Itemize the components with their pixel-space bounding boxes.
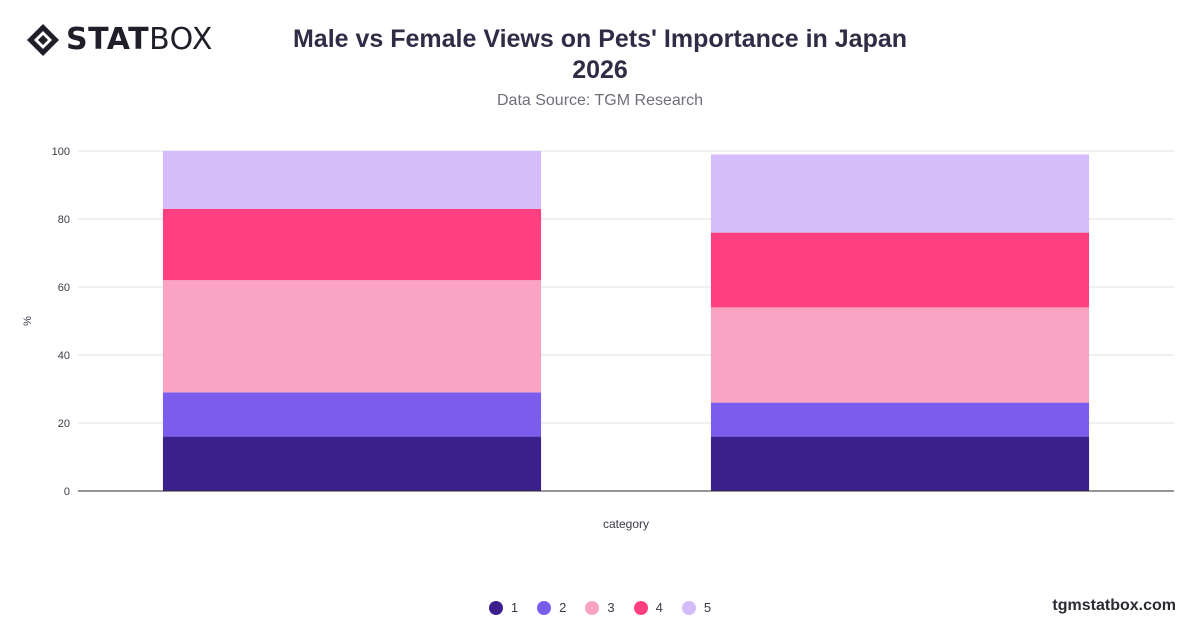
bar-segment-series-1 xyxy=(710,436,1090,491)
statbox-logo: STATBOX xyxy=(26,22,213,58)
y-tick-label: 40 xyxy=(58,350,70,362)
legend-swatch xyxy=(537,600,552,615)
y-tick-label: 100 xyxy=(52,146,70,158)
legend-label: 5 xyxy=(703,600,712,615)
legend-item-3[interactable]: 3 xyxy=(585,600,615,615)
y-tick-label: 0 xyxy=(64,486,70,498)
website-link[interactable]: tgmstatbox.com xyxy=(1052,597,1176,614)
y-axis-label: % xyxy=(22,316,34,326)
legend-item-1[interactable]: 1 xyxy=(488,600,519,615)
chart-subtitle: Data Source: TGM Research xyxy=(496,92,703,109)
legend-item-4[interactable]: 4 xyxy=(633,600,663,615)
bar-segment-series-4 xyxy=(162,208,542,281)
legend-item-5[interactable]: 5 xyxy=(681,600,712,615)
bar-segment-series-1 xyxy=(162,436,542,491)
legend-label: 4 xyxy=(655,600,663,615)
chart-title: Male vs Female Views on Pets' Importance… xyxy=(250,24,950,86)
bar-segment-series-2 xyxy=(162,392,542,437)
legend-swatch xyxy=(681,600,696,615)
chart-legend: 1 2 3 4 5 xyxy=(0,600,1200,615)
bar-segment-series-2 xyxy=(710,402,1090,437)
y-tick-label: 80 xyxy=(58,214,70,226)
logo-box: BOX xyxy=(149,22,213,57)
logo-wordmark: STATBOX xyxy=(66,22,213,58)
legend-label: 3 xyxy=(607,600,615,615)
y-tick-label: 20 xyxy=(58,418,70,430)
legend-swatch xyxy=(585,600,600,615)
statbox-logo-icon xyxy=(27,24,59,56)
bar-segment-series-3 xyxy=(710,307,1090,403)
legend-swatch xyxy=(633,600,648,615)
bar-segment-series-5 xyxy=(162,151,542,209)
logo-stat: STAT xyxy=(66,22,150,57)
y-tick-label: 60 xyxy=(58,282,70,294)
bar-segment-series-3 xyxy=(162,280,542,393)
legend-swatch xyxy=(488,600,503,615)
chart-title-line2: 2026 xyxy=(572,56,628,84)
bar-segment-series-5 xyxy=(710,154,1090,233)
bar-segment-series-4 xyxy=(710,232,1090,308)
x-axis-label: category xyxy=(603,517,649,531)
legend-item-2[interactable]: 2 xyxy=(537,600,566,615)
legend-label: 2 xyxy=(559,600,567,615)
legend-label: 1 xyxy=(510,600,519,615)
chart-title-line1: Male vs Female Views on Pets' Importance… xyxy=(292,25,908,53)
